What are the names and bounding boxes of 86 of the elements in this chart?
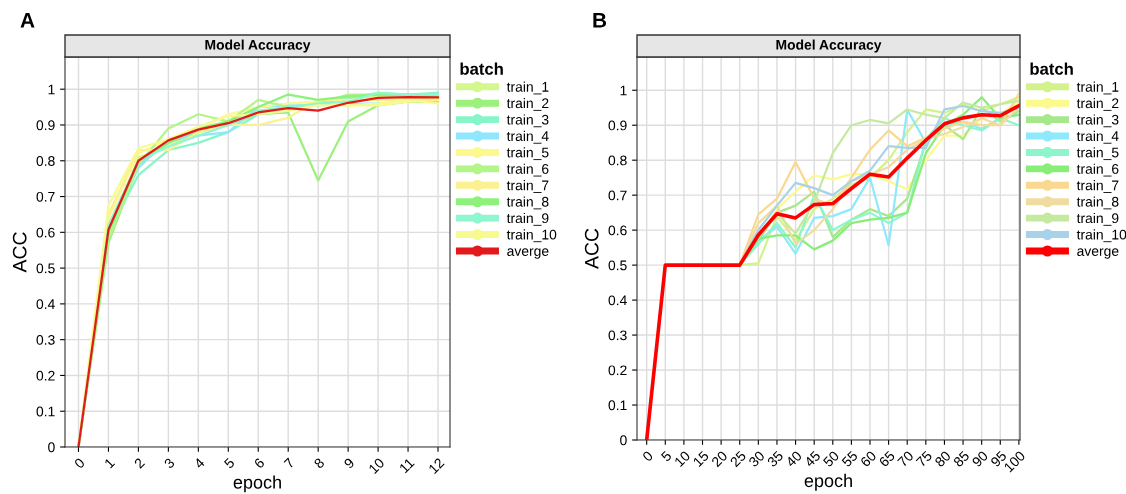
y-tick-label: 0.8 [608,155,627,166]
y-tick-label: 0.5 [608,260,627,271]
legend-label: train_10 [506,229,557,243]
x-axis-title: epoch [233,475,281,493]
legend-label: train_3 [1076,114,1119,128]
x-tick-label: 5 [223,457,236,469]
legend-label: train_5 [506,147,549,161]
legend-label: averge [1077,248,1119,259]
y-tick-label: 0.6 [608,225,627,236]
x-tick-label: 40 [785,450,803,468]
x-axis-title: epoch [804,473,852,491]
x-tick-label: 5 [660,450,673,462]
legend-label: train_5 [1076,147,1119,161]
x-tick-label: 10 [673,450,691,468]
x-tick-label: 60 [859,450,877,468]
x-tick-label: 4 [193,457,206,470]
x-tick-label: 12 [428,457,445,475]
x-tick-label: 80 [934,450,952,468]
legend-label: train_1 [506,81,549,95]
y-tick-label: 0.5 [36,263,55,274]
y-tick-label: 0.4 [608,295,627,306]
chart-title: Model Accuracy [776,39,882,53]
y-tick-label: 0.3 [608,330,627,341]
legend-label: train_7 [506,180,549,193]
y-tick-label: 0.9 [608,120,627,131]
x-tick-label: 50 [822,450,840,468]
y-tick-label: 0.2 [36,370,55,381]
y-tick-label: 0.6 [36,227,55,238]
x-tick-label: 7 [283,457,295,469]
legend-label: train_7 [1076,180,1119,193]
y-tick-label: 1 [48,84,55,95]
x-tick-label: 3 [163,457,176,470]
legend-label: train_4 [1076,130,1119,144]
text: B [593,13,607,28]
x-tick-label: 1 [104,457,116,469]
x-tick-label: 85 [952,450,970,468]
x-tick-label: 70 [897,450,915,468]
legend-label: train_6 [1076,163,1119,177]
y-tick-label: 0.1 [608,400,627,411]
x-tick-label: 6 [253,457,266,469]
legend-label: train_6 [506,163,549,177]
x-tick-label: 2 [133,457,146,469]
legend-label: train_9 [1076,212,1119,226]
legend-label: train_8 [1076,196,1119,210]
legend-label: train_10 [1076,229,1126,243]
y-tick-label: 1 [620,85,627,96]
x-tick-label: 75 [915,450,933,468]
y-tick-label: 0.7 [608,190,627,201]
x-tick-label: 35 [766,450,784,468]
legend-label: averge [507,248,549,259]
x-tick-label: 65 [878,450,896,468]
x-tick-label: 11 [398,457,415,474]
x-tick-label: 20 [710,450,728,468]
chart-title: Model Accuracy [205,39,311,53]
x-tick-label: 0 [641,450,654,463]
legend-label: train_8 [506,196,549,210]
x-tick-label: 45 [803,450,821,468]
text: A [20,13,35,28]
legend-title: batch [1030,62,1073,75]
x-tick-label: 15 [692,450,710,468]
x-tick-label: 9 [343,457,355,469]
x-tick-label: 8 [313,457,325,469]
x-tick-label: 0 [73,457,86,470]
x-tick-label: 90 [971,450,989,468]
x-tick-label: 25 [729,450,747,468]
y-tick-label: 0.1 [36,406,55,417]
x-tick-label: 55 [841,450,859,468]
legend-label: train_1 [1076,81,1119,95]
y-tick-label: 0 [620,435,627,446]
legend-label: train_2 [506,97,549,111]
legend-title: batch [460,62,503,75]
y-tick-label: 0.2 [608,365,627,376]
x-tick-label: 10 [368,457,385,475]
y-tick-label: 0.8 [36,156,55,166]
y-axis-title: ACC [584,228,599,269]
y-tick-label: 0.7 [36,191,55,202]
y-tick-label: 0.3 [36,334,55,345]
x-tick-label: 30 [748,450,766,468]
y-tick-label: 0.4 [36,299,55,310]
y-axis-title: ACC [12,232,27,273]
legend-label: train_3 [506,114,549,128]
legend-label: train_4 [506,130,549,144]
legend-label: train_2 [1076,97,1119,111]
legend-label: train_9 [506,212,549,226]
y-tick-label: 0 [48,442,55,453]
y-tick-label: 0.9 [36,120,55,131]
